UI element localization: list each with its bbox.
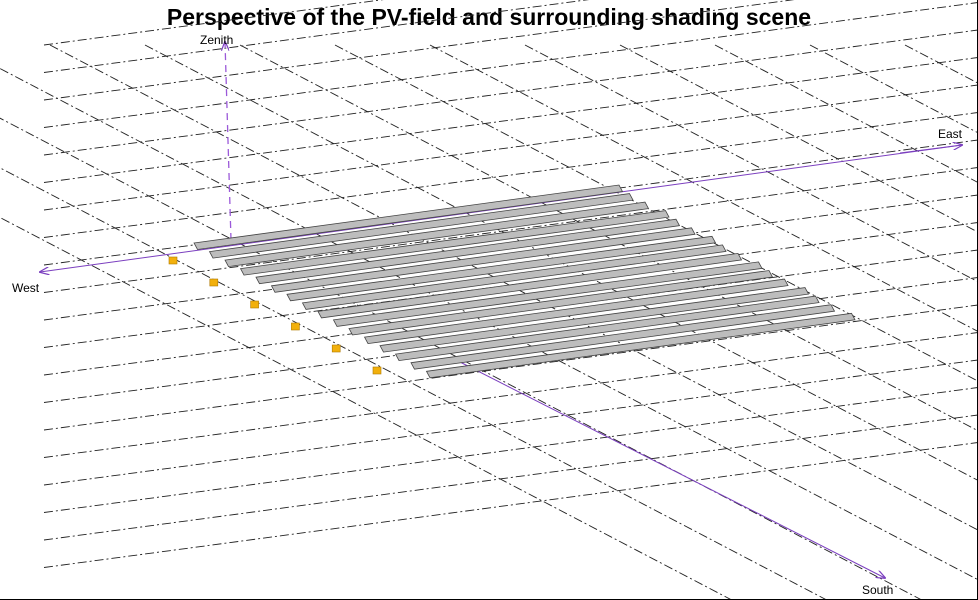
grid-line-ew <box>43 359 977 486</box>
grid-line-ew <box>43 84 977 211</box>
grid-line-ew <box>43 0 590 73</box>
grid-line-ew <box>43 29 977 156</box>
grid-line-ns <box>334 44 977 382</box>
shading-object <box>331 344 341 353</box>
grid-line-ns <box>0 216 731 599</box>
grid-line-ew <box>43 414 977 541</box>
grid-line-ew <box>43 0 384 46</box>
zenith-label: Zenith <box>200 33 233 47</box>
pv-panel-row <box>193 184 624 250</box>
compass-axes <box>40 42 962 578</box>
zenith-axis <box>225 42 232 241</box>
grid-line-ew <box>43 304 977 431</box>
pv-panel-row <box>317 252 743 319</box>
south-label: South <box>862 583 893 597</box>
shading-objects <box>168 256 382 375</box>
grid-line-ew <box>43 387 977 513</box>
pv-panel-row <box>270 227 696 293</box>
grid-line-ew <box>43 112 977 238</box>
shading-object <box>209 278 219 287</box>
east-arrow <box>899 145 962 154</box>
grid-line-ns <box>524 44 977 282</box>
pv-panel-row <box>239 210 670 276</box>
pv-panel-row <box>208 193 634 259</box>
pv-field <box>193 184 856 379</box>
west-label: West <box>12 281 40 295</box>
pv-panel-row <box>394 295 820 362</box>
pv-panel-row <box>410 304 836 370</box>
pv-panel-row <box>363 278 789 345</box>
grid-line-ew <box>43 57 977 183</box>
shading-object <box>291 322 300 331</box>
pv-panel-row <box>379 287 810 353</box>
south-axis <box>459 361 885 578</box>
shading-object <box>372 366 382 375</box>
pv-panel-row <box>224 201 650 268</box>
shading-object <box>250 300 259 309</box>
pv-panel-row <box>425 312 856 379</box>
shading-object <box>168 256 178 265</box>
plot-title: Perspective of the PV-field and surround… <box>166 4 812 30</box>
grid-line-ew <box>43 442 977 568</box>
pv-panel-row <box>332 261 763 327</box>
pv-panel-row <box>286 235 717 302</box>
grid-line-ew <box>43 167 977 293</box>
grid-line-ns <box>619 44 977 233</box>
grid-line-ns <box>144 44 977 481</box>
pv-panel-row <box>255 218 681 285</box>
grid-line-ew <box>43 332 977 458</box>
grid-line-ew <box>43 0 795 101</box>
pv-panel-row <box>348 270 774 336</box>
grid-line-ns <box>714 44 977 183</box>
grid-line-ns <box>429 44 977 332</box>
pv-panel-row <box>301 244 727 310</box>
grid-line-ew <box>43 2 977 128</box>
grid-line-ns <box>239 44 977 431</box>
grid-line-ns <box>0 167 826 599</box>
east-label: East <box>938 127 963 141</box>
east-west-axis <box>40 144 963 272</box>
